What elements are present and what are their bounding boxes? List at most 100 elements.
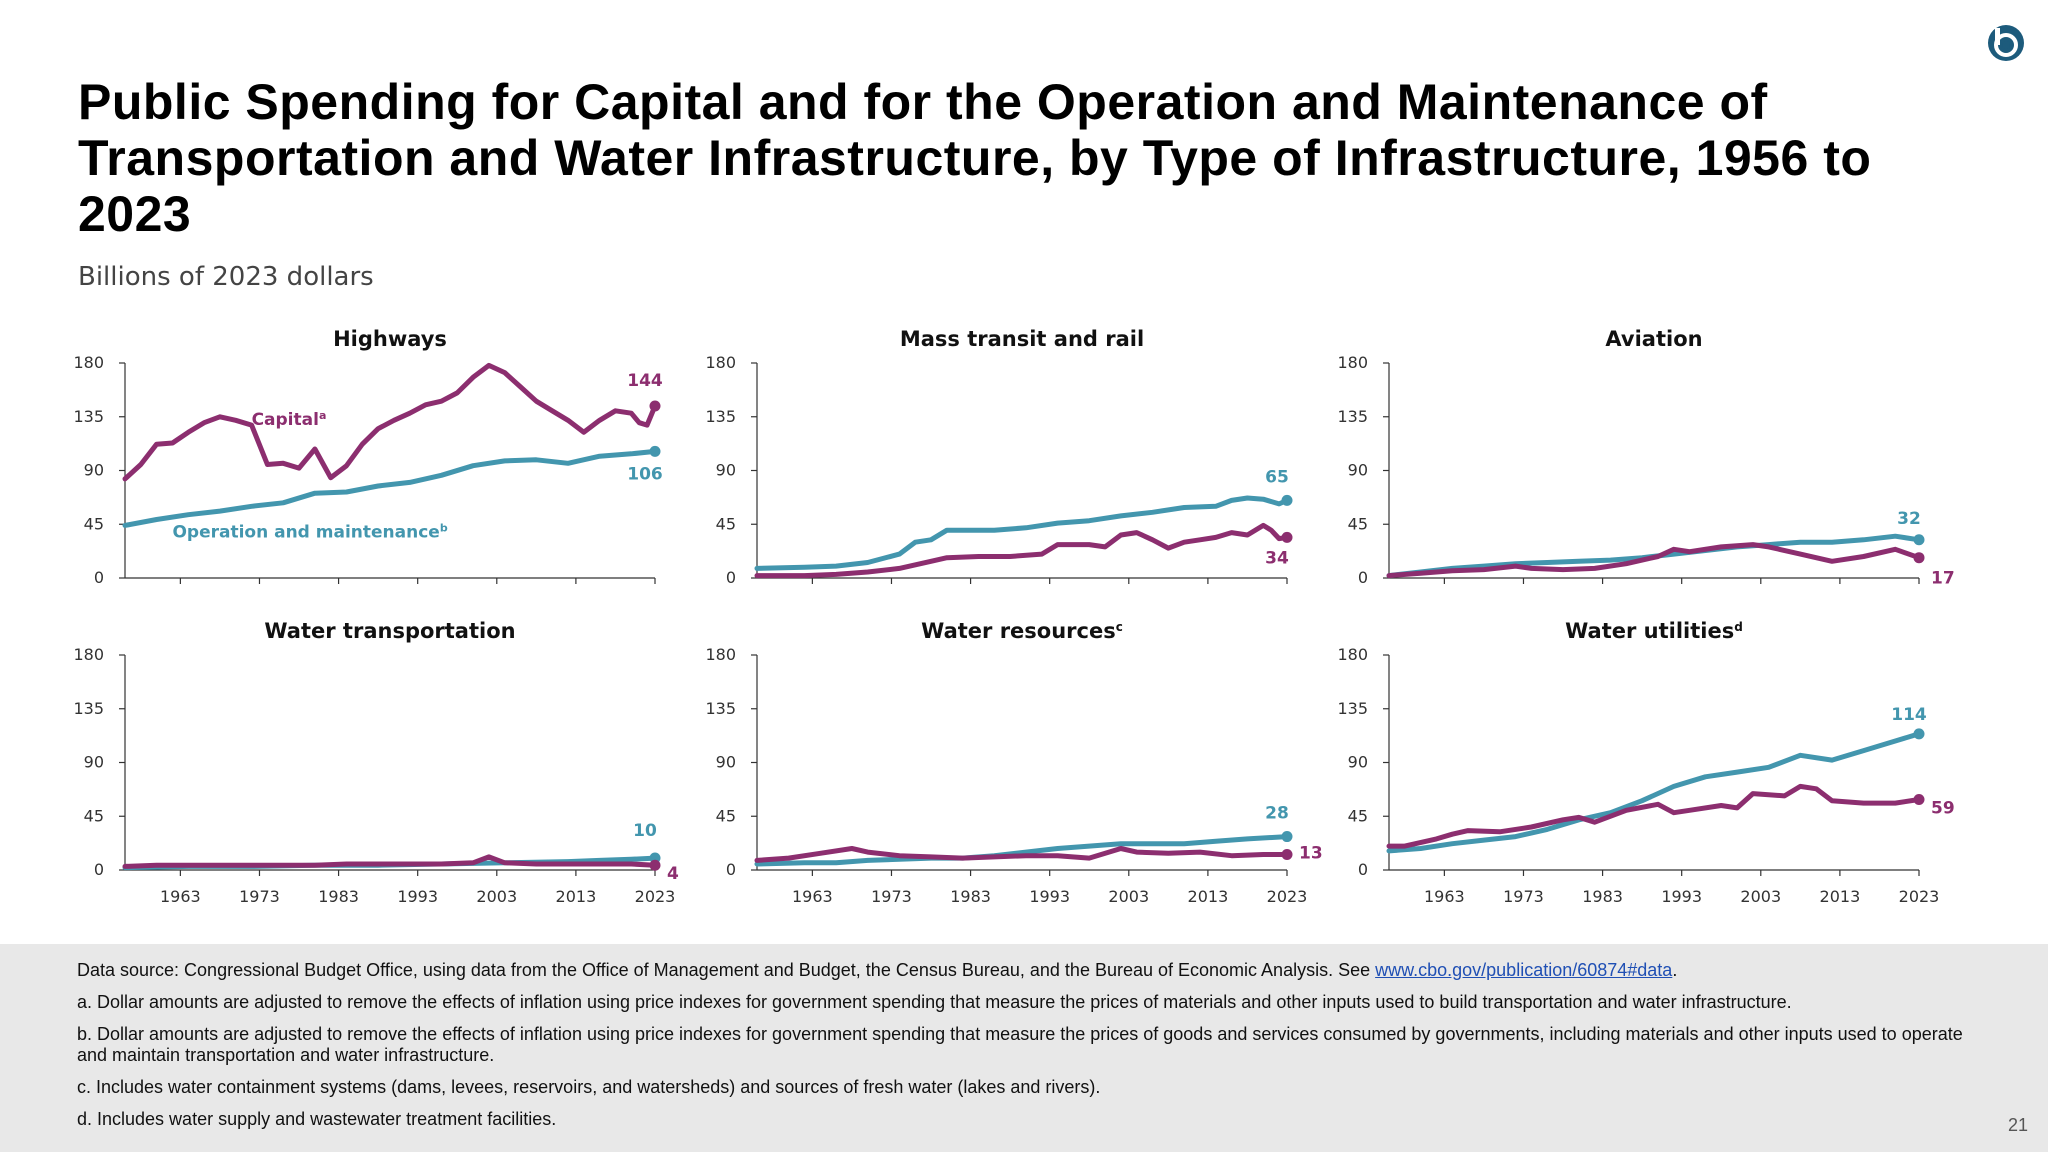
chart-mass-transit: Mass transit and rail 0 45 90 135 180 65 34 (705, 327, 1293, 587)
y-tick-label: 135 (705, 407, 736, 426)
end-point-om (1913, 534, 1925, 546)
end-point-capital (1913, 552, 1925, 564)
x-tick-label: 1983 (950, 887, 991, 906)
y-tick-label: 135 (1337, 407, 1368, 426)
source-text: Data source: Congressional Budget Office… (77, 960, 1376, 980)
cbo-logo-icon (1988, 25, 2024, 61)
end-point-om (1281, 831, 1293, 843)
end-point-capital (1281, 531, 1293, 543)
x-tick-label: 1973 (239, 887, 280, 906)
chart-aviation: Aviation 0 45 90 135 180 32 17 (1337, 327, 1955, 589)
series-label-capital: Capitala (252, 409, 327, 431)
chart-panel-aviation: Aviation 0 45 90 135 180 32 17 (1324, 318, 1964, 618)
y-tick-label: 45 (1348, 514, 1368, 533)
title-superscript: c (1116, 620, 1123, 634)
note-b: b. Dollar amounts are adjusted to remove… (77, 1024, 1963, 1065)
x-tick-label: 2003 (1740, 887, 1781, 906)
chart-water-transportation: Water transportation 0 45 90 135 180 1963 1973 1… (73, 619, 679, 906)
chart-panel-mass-transit: Mass transit and rail 0 45 90 135 180 65 34 (692, 318, 1332, 618)
chart-panel-water-transportation: Water transportation 0 45 90 135 180 1963 1973 1… (60, 610, 700, 910)
series-line-om (122, 448, 658, 528)
end-point-capital (649, 859, 661, 871)
chart-title: Water utilitiesd (1565, 619, 1743, 643)
y-tick-label: 45 (1348, 806, 1368, 825)
y-tick-label: 0 (1358, 568, 1368, 587)
data-label-capital: 144 (627, 371, 663, 391)
end-point-om (1281, 494, 1293, 506)
y-tick-label: 135 (1337, 699, 1368, 718)
x-tick-label: 1963 (1424, 887, 1465, 906)
series-line-capital (754, 522, 1290, 579)
y-tick-label: 0 (726, 568, 736, 587)
data-label-om: 114 (1891, 705, 1927, 725)
end-point-capital (1281, 848, 1293, 860)
chart-panel-water-utilities: Water utilitiesd 0 45 90 135 180 1963 1973 1983 1… (1324, 610, 1964, 910)
x-tick-label: 1993 (1661, 887, 1702, 906)
x-tick-label: 2013 (1188, 887, 1229, 906)
chart-grid: Highways 0 45 90 135 180 106 144 Capitala Operati… (0, 318, 2048, 938)
chart-water-resources: Water resourcesc 0 45 90 135 180 1963 1973 1983 1… (705, 619, 1323, 906)
x-tick-label: 2003 (1108, 887, 1149, 906)
end-point-capital (1913, 794, 1925, 806)
note-a: a. Dollar amounts are adjusted to remove… (77, 992, 1792, 1012)
y-tick-label: 45 (84, 514, 104, 533)
y-tick-label: 135 (705, 699, 736, 718)
end-point-capital (649, 400, 661, 412)
y-tick-label: 90 (716, 461, 736, 480)
y-tick-label: 0 (1358, 860, 1368, 879)
chart-water-utilities: Water utilitiesd 0 45 90 135 180 1963 1973 1983 1… (1337, 619, 1954, 906)
x-tick-label: 2003 (476, 887, 517, 906)
data-label-om: 28 (1265, 804, 1289, 824)
x-tick-label: 1993 (1029, 887, 1070, 906)
y-tick-label: 180 (73, 645, 104, 664)
x-tick-label: 2023 (635, 887, 676, 906)
x-tick-label: 1983 (318, 887, 359, 906)
series-label-om: Operation and maintenanceb (172, 521, 447, 543)
data-label-capital: 17 (1931, 569, 1955, 589)
x-tick-label: 1963 (792, 887, 833, 906)
y-tick-label: 45 (84, 806, 104, 825)
data-source-note: Data source: Congressional Budget Office… (77, 960, 1977, 981)
data-label-capital: 13 (1299, 843, 1323, 863)
y-tick-label: 180 (1337, 645, 1368, 664)
series-line-om (754, 834, 1290, 867)
series-line-capital (1386, 542, 1922, 579)
y-tick-label: 45 (716, 514, 736, 533)
chart-title: Water resourcesc (921, 619, 1123, 643)
end-point-om (649, 445, 661, 457)
x-tick-label: 1993 (397, 887, 438, 906)
series-line-capital (1386, 783, 1922, 849)
series-line-capital (122, 362, 658, 482)
page-number: 21 (2007, 1115, 2028, 1135)
data-label-om: 10 (633, 821, 657, 841)
y-tick-label: 180 (705, 353, 736, 372)
x-tick-label: 2023 (1899, 887, 1940, 906)
y-tick-label: 0 (94, 568, 104, 587)
chart-title: Mass transit and rail (900, 327, 1144, 351)
y-tick-label: 180 (73, 353, 104, 372)
data-label-capital: 4 (667, 864, 679, 884)
y-tick-label: 135 (73, 407, 104, 426)
source-suffix: . (1672, 960, 1678, 980)
chart-title: Highways (333, 327, 447, 351)
end-point-om (1913, 728, 1925, 740)
data-label-om: 32 (1897, 509, 1921, 529)
chart-title: Aviation (1605, 327, 1702, 351)
series-line-capital (122, 854, 658, 869)
series-line-om (1386, 731, 1922, 854)
x-tick-label: 1963 (160, 887, 201, 906)
data-label-om: 65 (1265, 467, 1289, 487)
y-tick-label: 0 (94, 860, 104, 879)
chart-highways: Highways 0 45 90 135 180 106 144 Capitala Operati… (73, 327, 663, 587)
y-tick-label: 0 (726, 860, 736, 879)
x-tick-label: 2013 (1820, 887, 1861, 906)
y-tick-label: 45 (716, 806, 736, 825)
x-tick-label: 2023 (1267, 887, 1308, 906)
source-link[interactable]: www.cbo.gov/publication/60874#data (1375, 960, 1673, 980)
x-tick-label: 2013 (556, 887, 597, 906)
footer-notes: Data source: Congressional Budget Office… (0, 944, 2048, 1152)
y-tick-label: 180 (705, 645, 736, 664)
chart-panel-highways: Highways 0 45 90 135 180 106 144 Capitala Operati… (60, 318, 700, 618)
x-tick-label: 1973 (871, 887, 912, 906)
page-subtitle: Billions of 2023 dollars (78, 262, 374, 292)
